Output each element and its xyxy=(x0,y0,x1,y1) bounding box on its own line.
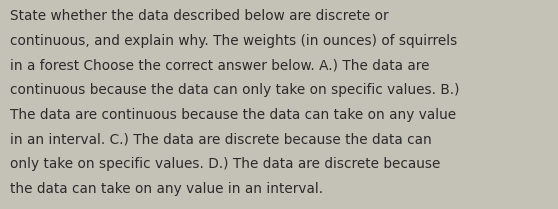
Text: only take on specific values. D.) The data are discrete because: only take on specific values. D.) The da… xyxy=(10,157,440,171)
Text: The data are continuous because the data can take on any value: The data are continuous because the data… xyxy=(10,108,456,122)
Text: in a forest Choose the correct answer below. A.) The data are: in a forest Choose the correct answer be… xyxy=(10,59,430,73)
Text: State whether the data described below are discrete or: State whether the data described below a… xyxy=(10,9,389,23)
Text: the data can take on any value in an interval.: the data can take on any value in an int… xyxy=(10,182,323,196)
Text: in an interval. C.) The data are discrete because the data can: in an interval. C.) The data are discret… xyxy=(10,133,432,147)
Text: continuous because the data can only take on specific values. B.): continuous because the data can only tak… xyxy=(10,83,460,97)
Text: continuous, and explain why. The weights (in ounces) of squirrels: continuous, and explain why. The weights… xyxy=(10,34,458,48)
